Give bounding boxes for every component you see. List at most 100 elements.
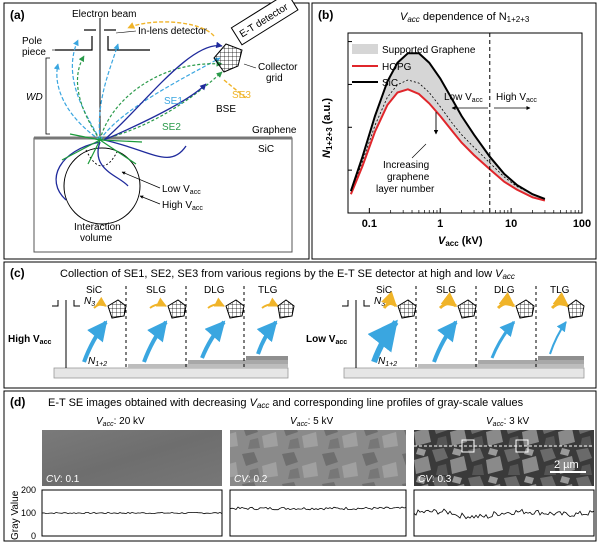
- legend-hopg: HOPG: [382, 62, 412, 73]
- image-3-roi-1: [461, 439, 475, 453]
- panel-d-title: E-T SE images obtained with decreasing V…: [48, 397, 524, 410]
- image-3-roi-2: [515, 439, 529, 453]
- high-se3-dlg: [207, 297, 225, 309]
- annotation-line-1: Increasing: [383, 160, 429, 171]
- image-1-vacc: Vacc: 20 kV: [96, 416, 145, 428]
- profile-box-3: [413, 489, 595, 537]
- high-vacc-pointer: [139, 195, 161, 205]
- low-region-tlg: TLG: [550, 285, 570, 296]
- low-layer-1: [418, 364, 584, 368]
- wd-label: WD: [26, 92, 43, 103]
- se1-path-1: [71, 39, 101, 141]
- x-tick-label-0: 0.1: [362, 218, 377, 230]
- x-axis-label: Vacc (kV): [438, 235, 483, 248]
- low-se-flow-dlg: [490, 320, 516, 359]
- se1-path-4: [53, 63, 101, 141]
- high-se3-sic: [93, 296, 107, 309]
- panel-b-low-vacc: Low Vacc: [444, 92, 483, 104]
- se2-label: SE2: [162, 122, 181, 133]
- image-2-vacc: Vacc: 5 kV: [290, 416, 333, 428]
- annotation-line-2: graphene: [387, 172, 430, 183]
- sem-image-1: [42, 430, 222, 486]
- high-region-tlg: TLG: [258, 285, 278, 296]
- panel-c-title: Collection of SE1, SE2, SE3 from various…: [60, 268, 515, 281]
- image-3-vacc: Vacc: 3 kV: [486, 416, 529, 428]
- low-group-label: Low Vacc: [306, 334, 347, 346]
- collector-leader: [243, 63, 257, 69]
- panel-b-frame: [311, 2, 597, 260]
- low-region-slg: SLG: [436, 285, 456, 296]
- in-lens-label: In-lens detector: [138, 26, 208, 37]
- plot-frame: [347, 32, 583, 214]
- se3-path: [127, 21, 215, 37]
- panel-a-frame: [3, 2, 310, 260]
- se3-path-2: [223, 79, 247, 99]
- et-detector: E-T detector: [230, 0, 299, 46]
- electron-beam-label: Electron beam: [72, 9, 136, 20]
- image-2-cv: CV: 0.2: [234, 474, 268, 485]
- se2-path-3: [76, 55, 101, 141]
- high-layer-1: [128, 364, 288, 368]
- wd-bracket: [45, 57, 50, 135]
- low-se3-slg: [438, 291, 458, 310]
- sic-substrate: [33, 137, 293, 253]
- high-detector-slg: [167, 299, 187, 319]
- panel-b: (b) Vacc dependence of N1+2+3 0.1 1 10 100 …: [311, 2, 597, 260]
- plot-area: 0.1 1 10 100: [348, 33, 591, 230]
- high-n3: N3: [84, 296, 95, 308]
- low-vacc-group: Low Vacc SiC SLG DLG TLG N3 N1+2: [306, 285, 585, 379]
- gray-profile-1: [41, 511, 223, 515]
- low-detector-tlg: [567, 299, 585, 319]
- se2-path-1: [99, 60, 223, 141]
- low-vacc-label: Low Vacc: [162, 184, 201, 196]
- high-region-slg: SLG: [146, 285, 166, 296]
- x-tick-label-3: 100: [573, 218, 591, 230]
- image-3-cv: CV: 0.3: [418, 474, 452, 485]
- low-layer-3: [538, 356, 584, 360]
- x-tick-label-1: 1: [437, 218, 443, 230]
- trajectories: [53, 21, 247, 201]
- low-detector-dlg: [515, 299, 535, 319]
- se2-arrow-5: [87, 139, 101, 165]
- gray-axis-label: Gray Value: [10, 490, 21, 540]
- high-layer-3: [246, 356, 288, 360]
- y-axis-label: N1+2+3 (a.u.): [321, 98, 334, 158]
- se1-label: SE1: [164, 96, 183, 107]
- et-detector-body: [230, 0, 299, 46]
- se2-arrow-2: [99, 139, 137, 165]
- panel-d-frame: [3, 390, 597, 542]
- gray-tick-100: 100: [21, 508, 36, 518]
- scale-bar-label: 2 µm: [554, 459, 579, 471]
- collector-grid-label-1: Collector: [258, 62, 298, 73]
- interaction-volume-low: [85, 149, 119, 167]
- graphene-band: [350, 53, 545, 201]
- bse-path-1: [103, 41, 223, 141]
- high-region-sic: SiC: [86, 285, 102, 296]
- high-layer-2: [188, 360, 288, 364]
- profile-box-2: [229, 489, 407, 537]
- low-se-flow-tlg: [549, 321, 567, 355]
- panel-a: (a) Electron beam In-lens detector Pole …: [3, 0, 310, 260]
- x-tick-label-2: 10: [505, 218, 517, 230]
- panel-c-label: (c): [10, 266, 25, 280]
- image-1-cv: CV: 0.1: [46, 474, 80, 485]
- high-substrate: [53, 367, 289, 379]
- panel-b-high-vacc: High Vacc: [496, 92, 537, 104]
- high-se3-tlg: [261, 297, 279, 309]
- high-pole: [52, 300, 80, 307]
- low-se3-dlg: [496, 291, 516, 310]
- low-se3-sic: [381, 291, 398, 309]
- gray-tick-200: 200: [21, 485, 36, 495]
- sem-image-2: [230, 430, 406, 486]
- annotation-line-3: layer number: [376, 184, 435, 195]
- profiles: [41, 506, 595, 520]
- bse-path-4: [97, 141, 129, 187]
- low-layer-2: [478, 360, 584, 364]
- annotation-leader: [411, 143, 427, 159]
- low-se-flow-sic: [367, 319, 399, 364]
- panel-c: (c) Collection of SE1, SE2, SE3 from var…: [3, 261, 597, 389]
- low-n12: N1+2: [378, 356, 397, 368]
- se2-path-2: [99, 71, 223, 141]
- pole-piece: [55, 36, 150, 51]
